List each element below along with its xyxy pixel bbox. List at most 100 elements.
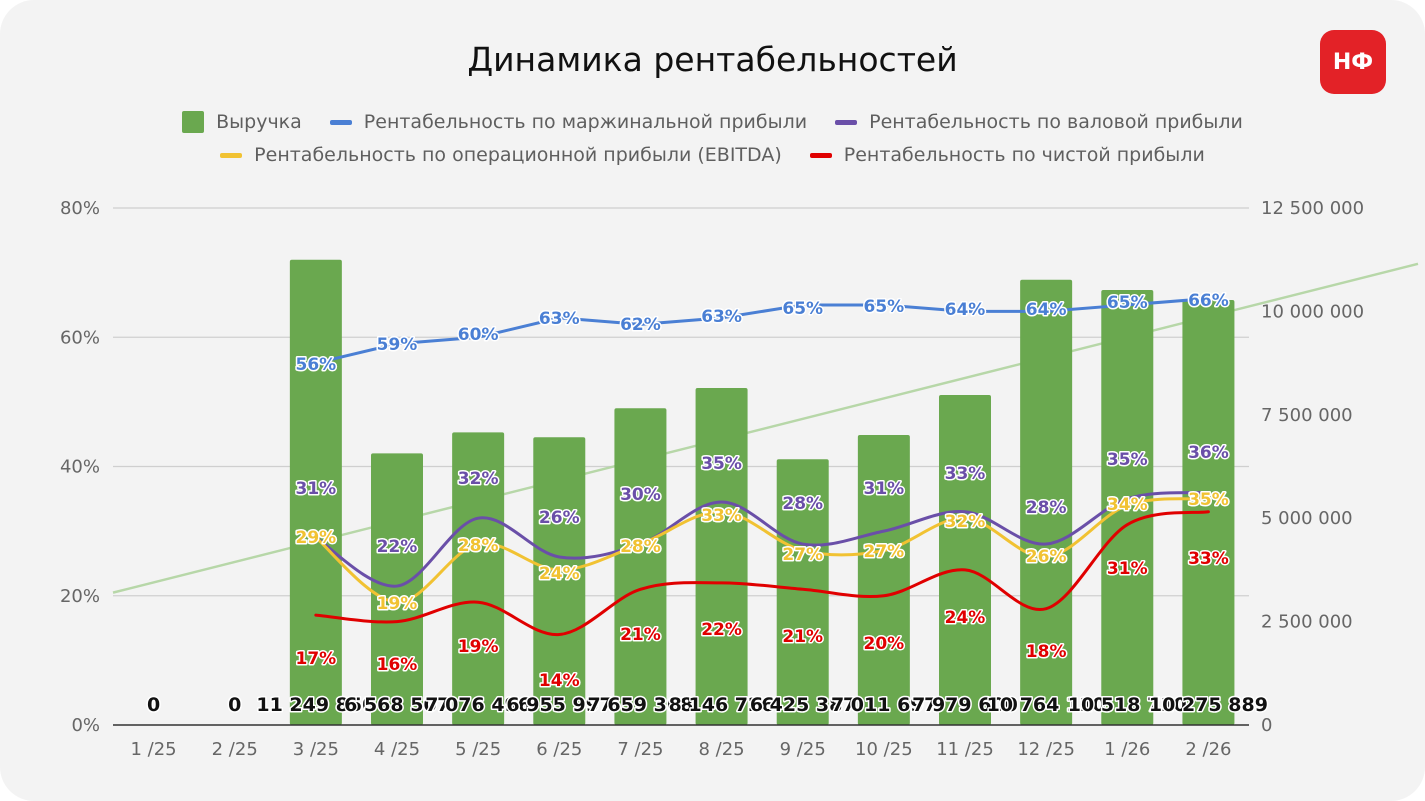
data-label-marginal: 56% [296, 355, 337, 375]
data-label-marginal: 65% [782, 299, 823, 319]
legend-label-gross: Рентабельность по валовой прибыли [869, 111, 1243, 133]
data-label-ebitda: 27% [864, 542, 905, 562]
data-label-net: 18% [1026, 642, 1067, 662]
x-axis-tick: 11 /25 [936, 739, 994, 760]
data-label-gross: 32% [458, 469, 499, 489]
data-label-marginal: 59% [377, 335, 418, 355]
legend-item-marginal: Рентабельность по маржинальной прибыли [329, 111, 808, 133]
data-label-gross: 22% [377, 537, 418, 557]
x-axis-tick: 10 /25 [855, 739, 913, 760]
data-label-marginal: 63% [701, 307, 742, 327]
revenue-value-label: 0 [228, 694, 241, 716]
data-label-gross: 28% [782, 494, 823, 514]
right-axis-tick: 2 500 000 [1261, 612, 1353, 633]
revenue-bar [452, 432, 505, 725]
right-axis-tick: 5 000 000 [1261, 508, 1353, 529]
data-label-gross: 35% [701, 454, 742, 474]
data-label-ebitda: 33% [701, 506, 742, 526]
nf-logo: НФ [1320, 30, 1386, 94]
data-label-gross: 33% [945, 464, 986, 484]
revenue-value-label: 7 076 496 [425, 694, 531, 716]
revenue-bar [1101, 289, 1154, 725]
revenue-value-label: 7 979 600 [912, 694, 1018, 716]
data-label-ebitda: 35% [1188, 490, 1229, 510]
x-axis-tick: 12 /25 [1017, 739, 1075, 760]
revenue-value-label: 7 659 368 [588, 694, 694, 716]
data-label-gross: 31% [296, 479, 337, 499]
series-line-marginal [314, 296, 1210, 365]
left-axis-tick: 0% [71, 715, 100, 736]
legend-swatch-revenue [182, 111, 205, 133]
data-label-net: 24% [945, 608, 986, 628]
revenue-bar [776, 459, 829, 725]
revenue-value-label: 10 764 110 [987, 694, 1106, 716]
left-axis-tick: 80% [60, 198, 100, 219]
revenue-bar [939, 394, 991, 725]
data-label-net: 33% [1188, 549, 1229, 569]
x-axis-tick: 8 /25 [698, 739, 744, 760]
revenue-value-label: 0 [147, 694, 160, 716]
data-label-marginal: 63% [539, 309, 580, 329]
data-label-marginal: 64% [945, 300, 986, 320]
revenue-bar [1020, 279, 1073, 725]
data-label-gross: 35% [1107, 450, 1148, 470]
revenue-value-label: 6 955 997 [506, 694, 612, 716]
revenue-bar [695, 388, 748, 725]
data-label-ebitda: 32% [945, 512, 986, 532]
revenue-bar [857, 434, 910, 725]
data-label-gross: 36% [1188, 443, 1229, 463]
revenue-value-label: 8 146 726 [669, 694, 775, 716]
data-label-ebitda: 26% [1026, 547, 1067, 567]
data-label-net: 21% [620, 625, 661, 645]
data-label-ebitda: 19% [377, 594, 418, 614]
legend-swatch-marginal [329, 119, 352, 125]
data-label-ebitda: 28% [458, 536, 499, 556]
data-label-gross: 28% [1026, 498, 1067, 518]
data-label-net: 20% [864, 634, 905, 654]
data-label-ebitda: 24% [539, 564, 580, 584]
x-axis-tick: 2 /26 [1185, 739, 1231, 760]
x-axis-tick: 2 /25 [212, 739, 258, 760]
left-axis-tick: 20% [60, 586, 100, 607]
revenue-value-label: 10 275 889 [1149, 694, 1268, 716]
data-label-marginal: 60% [458, 325, 499, 345]
data-label-net: 21% [782, 627, 823, 647]
data-label-net: 22% [701, 620, 742, 640]
legend-label-marginal: Рентабельность по маржинальной прибыли [363, 111, 808, 133]
data-label-marginal: 65% [864, 297, 905, 317]
right-axis-tick: 7 500 000 [1261, 405, 1353, 426]
x-axis-tick: 3 /25 [293, 739, 339, 760]
data-label-ebitda: 27% [782, 545, 823, 565]
data-label-net: 17% [296, 649, 337, 669]
right-axis-tick: 10 000 000 [1261, 301, 1364, 322]
revenue-value-label: 11 249 850 [256, 694, 375, 716]
series-line-net [314, 510, 1210, 637]
legend-item-net: Рентабельность по чистой прибыли [809, 144, 1205, 166]
left-axis-tick: 40% [60, 457, 100, 478]
x-axis-tick: 5 /25 [455, 739, 501, 760]
legend-item-revenue: Выручка [182, 111, 302, 133]
data-label-marginal: 66% [1188, 291, 1229, 311]
x-axis-tick: 7 /25 [617, 739, 663, 760]
series-line-gross [314, 490, 1210, 588]
legend-swatch-net [809, 152, 832, 158]
data-label-gross: 31% [864, 479, 905, 499]
legend-item-ebitda: Рентабельность по операционной прибыли (… [220, 144, 782, 166]
revenue-value-label: 6 568 507 [344, 694, 450, 716]
revenue-value-label: 7 011 697 [831, 694, 937, 716]
legend-label-net: Рентабельность по чистой прибыли [843, 144, 1205, 166]
x-axis-tick: 9 /25 [780, 739, 826, 760]
right-axis-tick: 12 500 000 [1261, 198, 1364, 219]
series-line-ebitda [314, 497, 1210, 604]
data-label-ebitda: 34% [1107, 495, 1148, 515]
data-label-gross: 30% [620, 485, 661, 505]
data-label-net: 19% [458, 637, 499, 657]
revenue-value-label: 6 425 387 [750, 694, 856, 716]
data-label-ebitda: 29% [296, 528, 337, 548]
chart-title: Динамика рентабельностей [467, 40, 958, 79]
legend-label-revenue: Выручка [216, 111, 302, 133]
right-axis-tick: 0 [1261, 715, 1272, 736]
revenue-bar [614, 408, 667, 725]
